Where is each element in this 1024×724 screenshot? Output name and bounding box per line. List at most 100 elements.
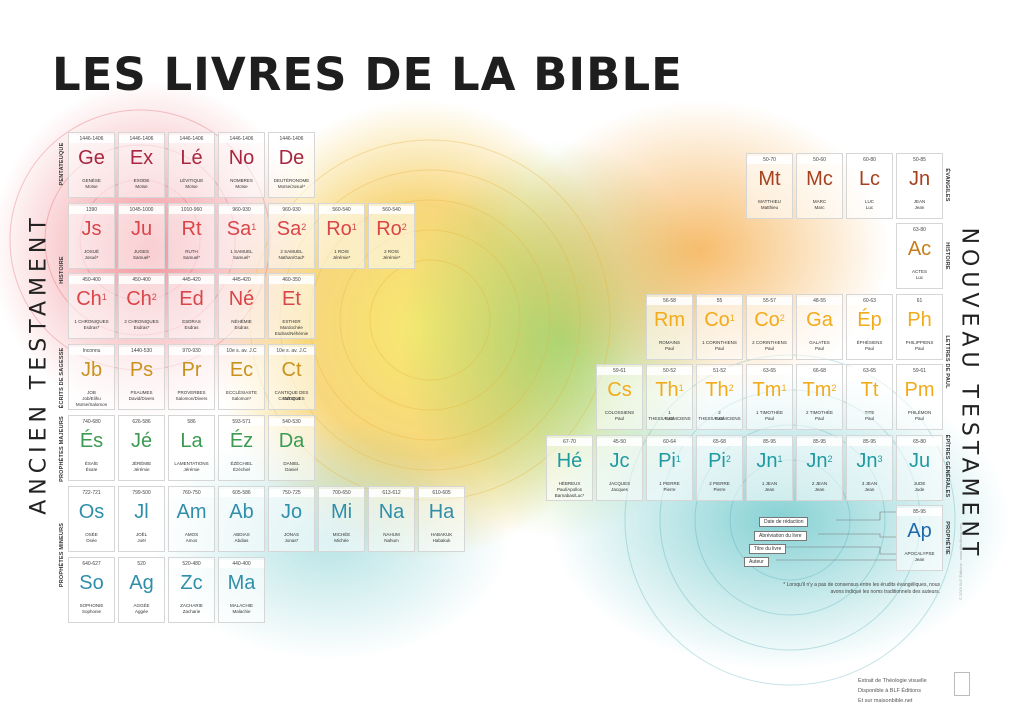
book-date: 960-930	[219, 206, 264, 214]
book-date: 85-95	[747, 438, 792, 446]
book-abbreviation: Ma	[219, 571, 264, 595]
book-date: 63-80	[897, 226, 942, 234]
book-title: JACQUES	[608, 481, 631, 486]
book-author: Paul	[714, 416, 724, 421]
section-label: PROPHÈTES MAJEURS	[59, 416, 65, 482]
book-date: 970-930	[169, 347, 214, 355]
book-cell: Inconnu Jb JOB Job/Elihu Moïse/Salomon	[68, 344, 115, 410]
book-title: LAMENTATIONS	[174, 461, 209, 466]
book-author: Zacharie	[182, 609, 201, 614]
book-title: JOSUÉ	[83, 249, 99, 254]
book-symbol: És	[79, 430, 104, 452]
book-symbol: Né	[228, 288, 255, 310]
book-date: 445-420	[219, 276, 264, 284]
book-symbol: Jb	[80, 359, 103, 381]
book-symbol: Ag	[129, 572, 154, 594]
book-cell: 1446-1406 Ge GENÈSE Moïse	[68, 132, 115, 198]
book-author: Luc	[865, 205, 874, 210]
book-date: 450-400	[69, 276, 114, 284]
book-abbreviation: De	[269, 146, 314, 170]
book-title: 2 THESSALONICIENS	[698, 410, 741, 421]
book-date: 626-586	[119, 418, 164, 426]
book-title: PHILÉMON	[907, 410, 932, 415]
book-title: 2 CHRONIQUES	[124, 319, 159, 324]
book-abbreviation: Tt	[847, 378, 892, 402]
section-label: HISTOIRE	[59, 256, 65, 284]
book-author: Moïse/Josué*	[277, 184, 306, 189]
book-abbreviation: Sa2	[269, 217, 314, 241]
legend-item: Date de rédaction	[759, 517, 809, 527]
book-title: 1 THESSALONICIENS	[648, 410, 691, 421]
book-abbreviation: Tm1	[747, 378, 792, 402]
book-date: 85-95	[897, 508, 942, 516]
book-symbol: Et	[282, 288, 301, 310]
book-date: 59-61	[897, 367, 942, 375]
book-author: Esdras	[184, 325, 199, 330]
book-cell: 85-95 Jn2 2 JEAN Jean	[796, 435, 843, 501]
book-date: 1446-1406	[119, 135, 164, 143]
book-date: 760-750	[169, 489, 214, 497]
book-symbol: Pm	[904, 379, 935, 401]
book-cell: 1446-1406 Ex EXODE Moïse	[118, 132, 165, 198]
book-title: 1 PIERRE	[659, 481, 680, 486]
book-date: 440-400	[219, 560, 264, 568]
book-author: Paul	[914, 346, 924, 351]
book-date: 10e s. av. J.C	[219, 347, 264, 355]
book-symbol: Os	[78, 501, 105, 523]
section-label: PROPHÈTES MINEURS	[59, 522, 65, 588]
legend-item: Abréviation du livre	[754, 531, 807, 541]
book-title: MARC	[812, 199, 827, 204]
book-symbol: Sa	[226, 218, 252, 240]
book-abbreviation: Da	[269, 429, 314, 453]
book-date: 10e s. av. J.C	[269, 347, 314, 355]
book-cell: 520 Ag AGGÉE Aggée	[118, 557, 165, 623]
book-number: 2	[151, 292, 157, 302]
book-abbreviation: Jé	[119, 429, 164, 453]
book-author: Marc	[814, 205, 825, 210]
book-symbol: Co	[754, 309, 780, 331]
book-symbol: Ro	[326, 218, 352, 240]
book-abbreviation: Ap	[897, 519, 942, 543]
book-abbreviation: Ge	[69, 146, 114, 170]
book-author: Jean	[864, 487, 875, 492]
book-cell: 65-80 Ju JUDE Jude	[896, 435, 943, 501]
book-abbreviation: Mt	[747, 167, 792, 191]
book-title: COLOSSIENS	[604, 410, 635, 415]
book-abbreviation: Jb	[69, 358, 114, 382]
section-label: ÉPÎTRES GÉNÉRALES	[944, 434, 950, 498]
book-date: 60-80	[847, 156, 892, 164]
book-abbreviation: Th2	[697, 378, 742, 402]
book-cell: 605-586 Ab ABDIAS Abdias	[218, 486, 265, 552]
book-author: Sophonie	[81, 609, 102, 614]
book-cell: 960-930 Sa1 1 SAMUEL Samuel*	[218, 203, 265, 269]
book-author: Jérémie*	[332, 255, 351, 260]
book-cell: 613-612 Na NAHUM Nahum	[368, 486, 415, 552]
book-symbol: Pi	[708, 450, 726, 472]
book-author: Jean	[764, 487, 775, 492]
book-date: 51-52	[697, 367, 742, 375]
book-author: Moïse	[235, 184, 248, 189]
book-cell: 61 Ph PHILIPPIENS Paul	[896, 294, 943, 360]
book-title: 1 SAMUEL	[230, 249, 253, 254]
book-abbreviation: Am	[169, 500, 214, 524]
book-abbreviation: Ph	[897, 308, 942, 332]
book-title: 2 PIERRE	[709, 481, 730, 486]
book-date: 1010-960	[169, 206, 214, 214]
book-date: 66-68	[797, 367, 842, 375]
book-abbreviation: Co1	[697, 308, 742, 332]
book-symbol: Ma	[227, 572, 256, 594]
book-date: 1045-1000	[119, 206, 164, 214]
book-date: 50-60	[797, 156, 842, 164]
book-symbol: Ch	[76, 288, 102, 310]
book-title: 1 TIMOTHÉE	[756, 410, 783, 415]
book-cell: 45-50 Jc JACQUES Jacques	[596, 435, 643, 501]
book-title: JUDE	[913, 481, 926, 486]
book-title: 2 CORINTHIENS	[752, 340, 787, 345]
book-cell: 50-85 Jn JEAN Jean	[896, 153, 943, 219]
book-title: 1 JEAN	[761, 481, 778, 486]
book-date: 613-612	[369, 489, 414, 497]
book-title: SOPHONIE	[79, 603, 104, 608]
book-abbreviation: Mc	[797, 167, 842, 191]
book-symbol: Jo	[280, 501, 303, 523]
book-symbol: Sa	[276, 218, 302, 240]
